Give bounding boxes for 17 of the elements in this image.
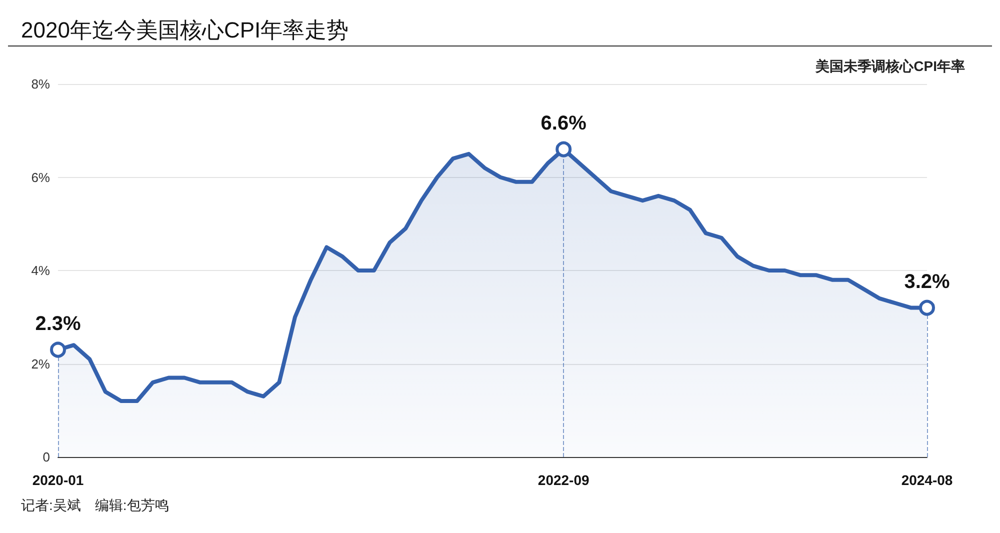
point <box>556 141 572 158</box>
point <box>919 300 935 316</box>
chart-subtitle: 美国未季调核心CPI年率 <box>814 58 966 74</box>
annotation: 6.6% <box>540 112 587 134</box>
annotation: 3.2% <box>904 270 950 293</box>
x-tick-label: 2024-08 <box>901 472 953 488</box>
x-tick-label: 2022-09 <box>538 472 590 488</box>
y-tick-label: 4% <box>31 263 50 278</box>
y-tick-label: 6% <box>31 170 50 185</box>
y-tick-label: 2% <box>31 356 50 372</box>
y-tick-label: 0 <box>42 450 50 464</box>
chart-title: 2020年迄今美国核心CPI年率走势 <box>21 18 349 42</box>
annotation: 2.3% <box>35 312 82 335</box>
point <box>50 342 66 358</box>
y-tick-label: 8% <box>31 76 50 92</box>
text: 记者:吴斌 编辑:包芳鸣 <box>21 497 169 513</box>
x-tick-label: 2020-01 <box>32 472 84 488</box>
